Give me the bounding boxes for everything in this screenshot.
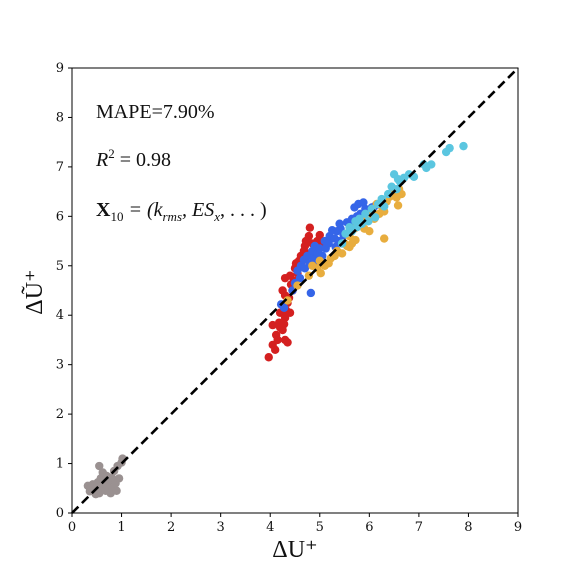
x-tick-label: 5: [316, 520, 324, 535]
feature-vector-annotation: X10 = (krms, ESx, . . . ): [96, 199, 267, 224]
y-tick-label: 2: [56, 407, 64, 422]
data-point-series-2: [279, 319, 289, 329]
x-subscript: 10: [110, 209, 123, 224]
data-point-series-5: [393, 175, 403, 184]
y-axis-label: ΔŨ⁺: [21, 269, 48, 314]
x-symbol: X: [96, 199, 111, 221]
es-part: , ES: [182, 199, 214, 221]
data-point-series-2: [283, 338, 292, 347]
y-tick-label: 5: [56, 259, 64, 274]
data-point-series-3: [279, 303, 289, 313]
x-tick-label: 2: [167, 520, 175, 535]
data-point-series-1: [112, 486, 121, 495]
data-point-series-3: [295, 273, 305, 283]
data-point-series-5: [364, 217, 373, 226]
x-tick-label: 3: [217, 520, 225, 535]
y-axis-ticks: 0 1 2 3 4 5 6 7 8 9: [56, 61, 72, 521]
data-point-series-3: [315, 244, 324, 253]
data-point-series-5: [445, 143, 454, 153]
data-point-series-4: [365, 226, 374, 236]
y-tick-label: 1: [56, 457, 64, 472]
y-tick-label: 3: [56, 358, 64, 373]
data-point-series-1: [107, 473, 116, 482]
data-point-series-2: [305, 223, 315, 232]
y-tick-label: 0: [56, 506, 64, 521]
x-tick-label: 9: [514, 520, 522, 535]
r2-annotation: R2 = 0.98: [95, 146, 171, 171]
r2-exponent: 2: [108, 146, 115, 161]
x-axis-label: ΔU⁺: [272, 537, 317, 563]
data-point-series-2: [278, 286, 287, 295]
data-point-series-1: [114, 474, 124, 483]
data-point-series-4: [337, 249, 347, 258]
data-point-series-4: [345, 242, 354, 252]
data-point-series-5: [459, 141, 468, 151]
x-tick-label: 6: [365, 520, 373, 535]
data-point-series-2: [268, 320, 277, 330]
plot-frame: [71, 67, 519, 514]
x-tail: , . . . ): [220, 199, 267, 221]
data-point-series-5: [371, 213, 380, 222]
data-point-series-4: [393, 201, 403, 210]
data-point-series-2: [270, 345, 280, 355]
data-point-series-2: [285, 308, 295, 317]
y-tick-label: 4: [56, 308, 64, 323]
x-subscript-x: x: [213, 209, 220, 224]
identity-reference-line: [71, 67, 519, 514]
r2-value: = 0.98: [115, 149, 171, 171]
data-point-series-4: [351, 235, 360, 245]
data-point-series-1: [85, 487, 95, 496]
data-point-series-3: [335, 219, 344, 228]
data-point-series-3: [306, 288, 316, 298]
data-point-series-4: [316, 268, 325, 278]
data-point-series-2: [304, 231, 314, 241]
data-point-series-2: [273, 335, 282, 345]
data-point-series-4: [380, 234, 389, 243]
y-tick-label: 6: [56, 209, 64, 224]
data-point-series-2: [315, 230, 324, 240]
x-tick-label: 7: [415, 520, 423, 535]
y-tick-label: 9: [56, 61, 64, 76]
mape-annotation: MAPE=7.90%: [96, 101, 215, 123]
x-k-part: = (k: [123, 199, 163, 221]
y-tick-label: 8: [56, 110, 64, 125]
data-point-series-1: [95, 461, 104, 471]
data-point-series-5: [341, 229, 350, 238]
data-point-series-3: [359, 198, 368, 207]
x-tick-label: 1: [117, 520, 125, 535]
x-tick-label: 0: [68, 520, 76, 535]
y-tick-label: 7: [56, 160, 64, 175]
x-tick-label: 8: [464, 520, 472, 535]
x-tick-label: 4: [266, 520, 274, 535]
data-point-series-3: [324, 239, 333, 248]
data-point-series-5: [427, 160, 436, 169]
x-axis-ticks: 0 1 2 3 4 5 6 7 8 9: [68, 513, 522, 535]
scatter-points: [83, 141, 468, 499]
data-point-series-5: [361, 209, 370, 219]
r2-symbol: R: [95, 149, 108, 171]
data-point-series-2: [264, 353, 273, 362]
rms-subscript: rms: [163, 209, 183, 224]
data-point-series-4: [293, 281, 302, 290]
